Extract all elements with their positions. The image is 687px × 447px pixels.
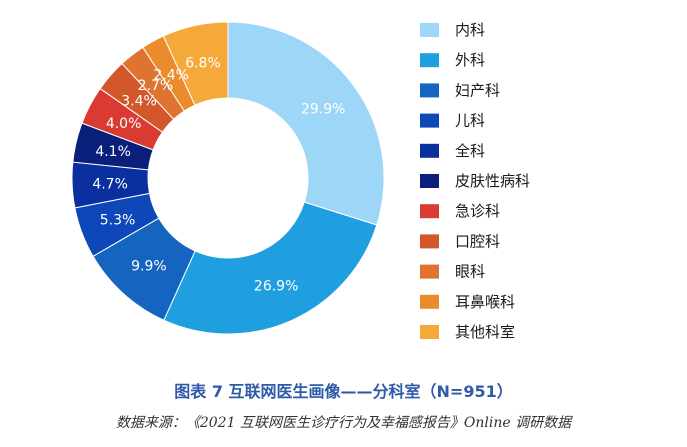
slice-label-0: 29.9% (301, 101, 345, 117)
legend-label-4: 全科 (455, 142, 485, 160)
slice-labels: 29.9% 26.9% 9.9% 5.3% 4.7% 4.1% 4.0% 3.4%2.7%2.… (92, 56, 345, 295)
legend-label-0: 内科 (455, 21, 485, 39)
data-source: 数据来源：《2021 互联网医生诊疗行为及幸福感报告》Online 调研数据 (115, 415, 572, 431)
slice-label-2: 9.9% (131, 259, 167, 275)
legend-label-10: 其他科室 (455, 323, 515, 341)
legend-swatch-3 (420, 113, 439, 128)
legend-label-8: 眼科 (455, 263, 485, 281)
slice-10 (162, 21, 229, 106)
legend-label-2: 妇产科 (455, 81, 500, 99)
figure-caption: 图表 7 互联网医生画像——分科室（N=951） (174, 382, 513, 401)
legend-label-6: 急诊科 (455, 202, 500, 220)
legend-label-9: 耳鼻喉科 (455, 293, 515, 311)
legend-swatch-9 (420, 294, 439, 309)
legend-swatch-2 (420, 83, 439, 98)
legend-swatch-10 (420, 325, 439, 339)
slice-0 (227, 21, 385, 226)
legend-label-3: 儿科 (455, 112, 485, 130)
donut-chart: 29.9% 26.9% 9.9% 5.3% 4.7% 4.1% 4.0% 3.4%2.7%2.… (71, 21, 530, 341)
slice-label-8: 2.7% (138, 78, 174, 94)
legend-swatch-7 (420, 234, 439, 249)
legend-swatch-1 (420, 53, 439, 68)
slice-label-7: 3.4% (121, 93, 157, 109)
legend-swatch-6 (420, 204, 439, 219)
slice-1 (163, 201, 378, 335)
legend-swatch-0 (420, 23, 439, 37)
slice-label-9: 2.4% (153, 68, 189, 84)
slice-label-1: 26.9% (254, 279, 298, 295)
legend-label-1: 外科 (455, 51, 485, 69)
legend-label-5: 皮肤性病科 (455, 172, 530, 190)
legend-swatch-5 (420, 174, 439, 188)
slice-label-3: 5.3% (100, 212, 136, 228)
legend-label-7: 口腔科 (455, 232, 500, 250)
slice-label-10: 6.8% (185, 56, 221, 72)
slice-label-6: 4.0% (106, 116, 142, 132)
legend-swatch-4 (420, 143, 439, 158)
slice-label-5: 4.1% (95, 144, 131, 160)
legend-swatch-8 (420, 264, 439, 279)
slice-label-4: 4.7% (92, 176, 128, 192)
donut-slices (71, 21, 385, 335)
